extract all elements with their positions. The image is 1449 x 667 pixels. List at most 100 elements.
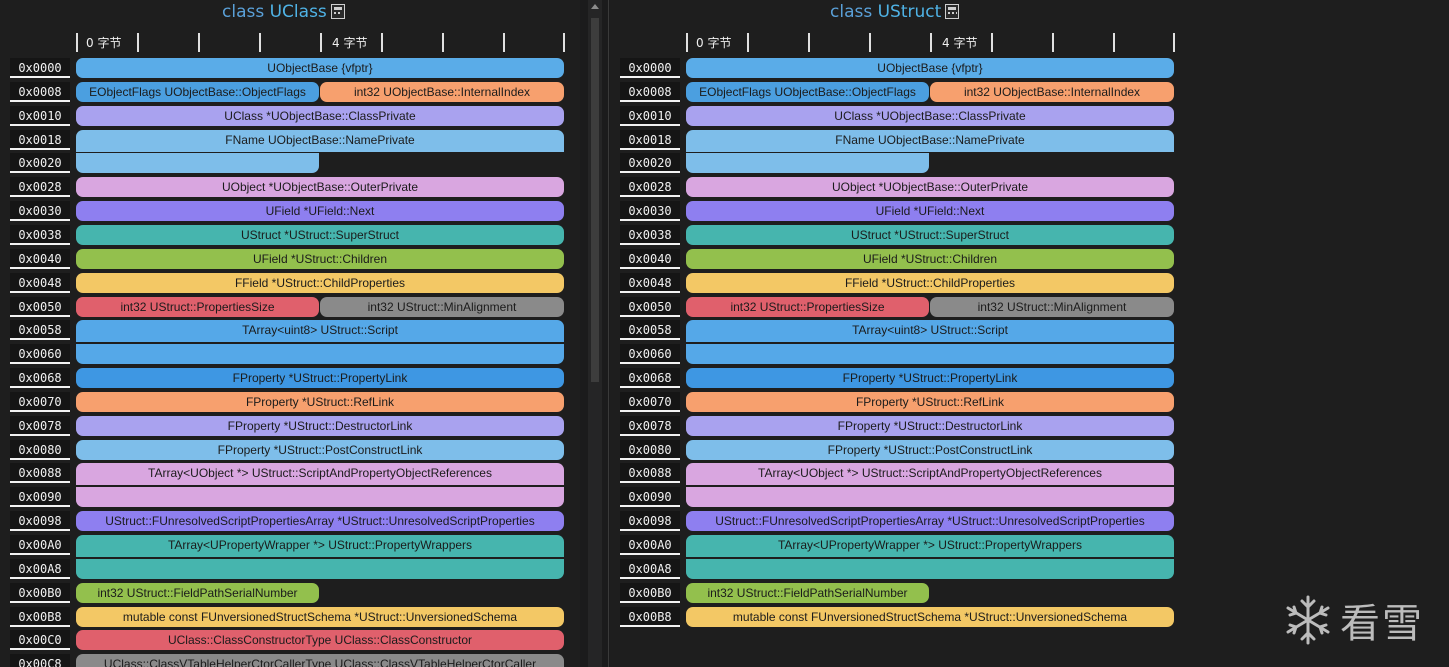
ruler-tick [442,33,444,52]
title-class-name: UClass [269,2,327,22]
member-field[interactable]: int32 UStruct::MinAlignment [930,297,1174,317]
row-address: 0x0050 [620,297,680,317]
member-field[interactable]: FProperty *UStruct::PostConstructLink [76,440,564,460]
member-field[interactable]: UClass::ClassVTableHelperCtorCallerType … [76,654,564,667]
layout-panel-ustruct: class UStruct 0 字节 4 字节 0x0000 UObjectBas… [610,0,1449,667]
vertical-scrollbar[interactable] [588,0,602,667]
row-address: 0x0028 [620,177,680,197]
member-field[interactable]: UField *UField::Next [686,201,1174,221]
panel-title: class UStruct [830,0,960,24]
member-field[interactable] [686,487,1174,507]
row-address: 0x00A8 [10,559,70,579]
member-field[interactable] [76,344,564,364]
member-field[interactable]: FField *UStruct::ChildProperties [76,273,564,293]
calculator-icon[interactable] [330,4,345,19]
snowflake-icon [1286,595,1330,645]
byte-ruler: 0 字节 4 字节 [76,33,565,52]
member-field[interactable]: FProperty *UStruct::DestructorLink [76,416,564,436]
member-field[interactable]: TArray<UObject *> UStruct::ScriptAndProp… [76,463,564,485]
member-field[interactable]: FName UObjectBase::NamePrivate [76,130,564,152]
row-address: 0x0030 [620,201,680,221]
member-field[interactable] [76,559,564,579]
scroll-up-arrow-icon[interactable] [591,4,599,9]
member-field[interactable]: TArray<uint8> UStruct::Script [686,320,1174,342]
title-keyword: class [222,2,265,22]
member-field[interactable]: UStruct *UStruct::SuperStruct [76,225,564,245]
member-field[interactable] [686,344,1174,364]
member-field[interactable]: FProperty *UStruct::DestructorLink [686,416,1174,436]
member-field[interactable]: int32 UStruct::PropertiesSize [686,297,929,317]
row-address: 0x0060 [10,344,70,364]
ruler-tick [381,33,383,52]
member-field[interactable]: int32 UStruct::FieldPathSerialNumber [76,583,319,603]
member-field[interactable]: EObjectFlags UObjectBase::ObjectFlags [76,82,319,102]
row-address: 0x00B0 [620,583,680,603]
ruler-label-4: 4 字节 [332,36,368,50]
title-keyword: class [830,2,873,22]
member-field[interactable]: FProperty *UStruct::PropertyLink [686,368,1174,388]
row-address: 0x0010 [620,106,680,126]
member-field[interactable] [686,559,1174,579]
member-field[interactable]: int32 UObjectBase::InternalIndex [930,82,1174,102]
row-address: 0x0080 [10,440,70,460]
row-address: 0x0078 [10,416,70,436]
member-field[interactable] [76,153,319,173]
member-field[interactable]: UStruct *UStruct::SuperStruct [686,225,1174,245]
member-field[interactable]: UClass::ClassConstructorType UClass::Cla… [76,630,564,650]
row-address: 0x00B8 [10,607,70,627]
row-address: 0x00C8 [10,654,70,667]
row-address: 0x0040 [10,249,70,269]
member-field[interactable]: UStruct::FUnresolvedScriptPropertiesArra… [76,511,564,531]
row-address: 0x0060 [620,344,680,364]
ruler-tick [930,33,932,52]
member-field[interactable]: FProperty *UStruct::PostConstructLink [686,440,1174,460]
row-address: 0x0028 [10,177,70,197]
member-field[interactable]: UField *UStruct::Children [76,249,564,269]
member-field[interactable]: TArray<UPropertyWrapper *> UStruct::Prop… [76,535,564,557]
member-field[interactable]: UObject *UObjectBase::OuterPrivate [76,177,564,197]
member-field[interactable]: TArray<uint8> UStruct::Script [76,320,564,342]
member-field[interactable]: UStruct::FUnresolvedScriptPropertiesArra… [686,511,1174,531]
member-field[interactable]: FProperty *UStruct::PropertyLink [76,368,564,388]
member-field[interactable]: int32 UStruct::FieldPathSerialNumber [686,583,929,603]
row-address: 0x0008 [10,82,70,102]
member-field[interactable]: UObject *UObjectBase::OuterPrivate [686,177,1174,197]
member-field[interactable] [686,153,929,173]
ruler-tick [259,33,261,52]
row-address: 0x0098 [10,511,70,531]
member-field[interactable]: TArray<UPropertyWrapper *> UStruct::Prop… [686,535,1174,557]
row-address: 0x00C0 [10,630,70,650]
member-field[interactable]: FProperty *UStruct::RefLink [76,392,564,412]
member-field[interactable]: EObjectFlags UObjectBase::ObjectFlags [686,82,929,102]
member-field[interactable]: FName UObjectBase::NamePrivate [686,130,1174,152]
row-address: 0x0098 [620,511,680,531]
member-field[interactable]: int32 UStruct::PropertiesSize [76,297,319,317]
member-field[interactable]: mutable const FUnversionedStructSchema *… [686,607,1174,627]
member-field[interactable]: UField *UStruct::Children [686,249,1174,269]
row-address: 0x00A8 [620,559,680,579]
member-field[interactable]: UObjectBase {vfptr} [76,58,564,78]
member-field[interactable]: UClass *UObjectBase::ClassPrivate [76,106,564,126]
row-address: 0x00A0 [10,535,70,555]
member-field[interactable]: int32 UObjectBase::InternalIndex [320,82,564,102]
panel-divider [608,0,609,667]
title-class-name: UStruct [877,2,942,22]
member-field[interactable]: UClass *UObjectBase::ClassPrivate [686,106,1174,126]
row-address: 0x0020 [620,153,680,173]
calculator-icon[interactable] [945,4,960,19]
member-field[interactable]: FField *UStruct::ChildProperties [686,273,1174,293]
row-address: 0x0070 [620,392,680,412]
row-address: 0x0048 [620,273,680,293]
member-field[interactable]: int32 UStruct::MinAlignment [320,297,564,317]
panel-title: class UClass [222,0,345,24]
row-address: 0x0068 [620,368,680,388]
member-field[interactable] [76,487,564,507]
scrollbar-thumb[interactable] [591,18,599,382]
member-field[interactable]: UObjectBase {vfptr} [686,58,1174,78]
member-field[interactable]: FProperty *UStruct::RefLink [686,392,1174,412]
member-field[interactable]: mutable const FUnversionedStructSchema *… [76,607,564,627]
ruler-label-4: 4 字节 [942,36,978,50]
member-field[interactable]: UField *UField::Next [76,201,564,221]
member-field[interactable]: TArray<UObject *> UStruct::ScriptAndProp… [686,463,1174,485]
row-address: 0x0088 [620,463,680,483]
